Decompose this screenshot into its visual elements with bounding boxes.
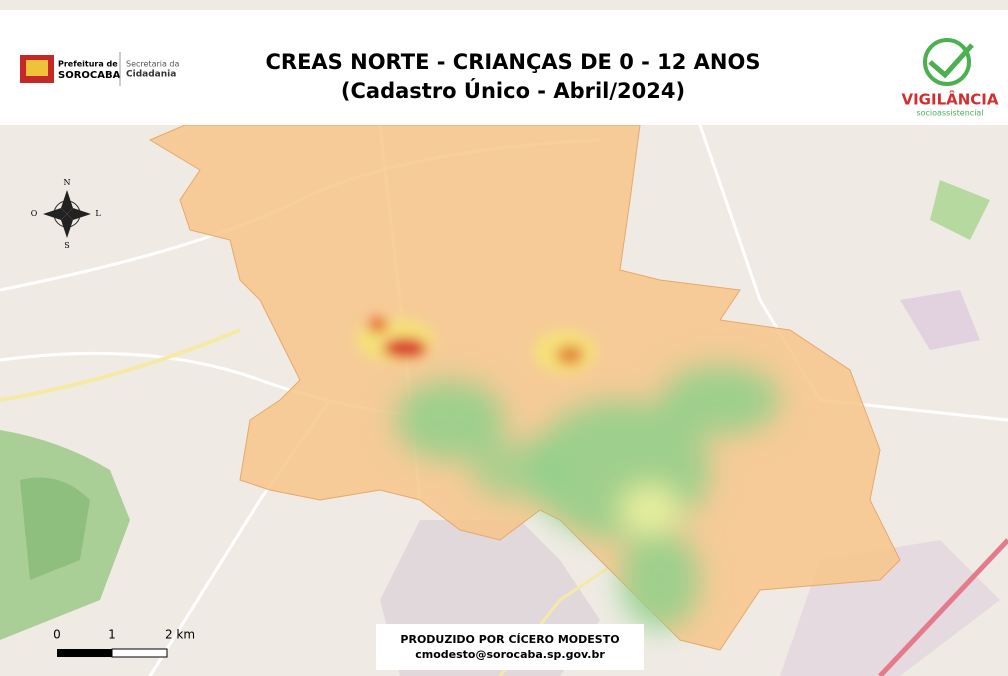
scale-label: 1 — [108, 628, 116, 642]
logo-text: socioassistencial — [916, 109, 983, 118]
logo-text: Prefeitura de — [58, 60, 118, 69]
title: CREAS NORTE - CRIANÇAS DE 0 - 12 ANOS — [266, 50, 761, 74]
compass-label: L — [95, 209, 101, 218]
title: (Cadastro Único - Abril/2024) — [341, 78, 685, 103]
compass-label: O — [31, 209, 38, 218]
credit: PRODUZIDO POR CÍCERO MODESTO cmodesto@so… — [376, 624, 644, 670]
credit-text: PRODUZIDO POR CÍCERO MODESTO — [400, 633, 619, 646]
logo-text: SOROCABA — [58, 70, 121, 81]
logo-text: Cidadania — [126, 70, 176, 80]
compass-label: N — [64, 178, 71, 187]
compass-label: S — [64, 241, 69, 250]
map-page: Prefeitura de SOROCABA Secretaria da Cid… — [0, 0, 1008, 676]
logo-text: VIGILÂNCIA — [901, 90, 998, 109]
scale-label: 0 — [53, 628, 61, 642]
logo-text: Secretaria da — [126, 60, 180, 69]
credit-text: cmodesto@sorocaba.sp.gov.br — [415, 648, 605, 661]
scale-label: 2 km — [165, 628, 195, 642]
